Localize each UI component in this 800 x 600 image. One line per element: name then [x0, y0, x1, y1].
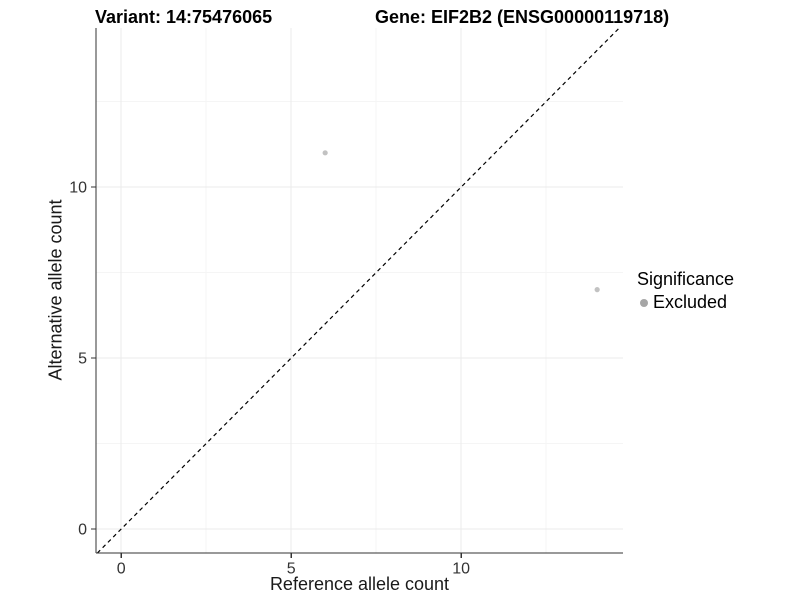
y-tick-label: 5	[78, 351, 87, 368]
plot-title-gene: Gene: EIF2B2 (ENSG00000119718)	[375, 7, 670, 27]
x-tick-label: 0	[117, 560, 126, 577]
x-tick-label: 5	[287, 560, 296, 577]
legend-item-excluded: Excluded	[637, 292, 734, 313]
data-point	[322, 150, 328, 156]
x-axis-label: Reference allele count	[269, 574, 450, 594]
legend-dot-icon	[640, 298, 648, 307]
plot-title-variant: Variant: 14:75476065	[95, 7, 273, 27]
y-axis-label: Alternative allele count	[45, 199, 66, 381]
legend-title: Significance	[637, 269, 735, 289]
x-tick-label: 10	[452, 560, 470, 577]
y-tick-label: 0	[78, 522, 87, 539]
legend-item-label: Excluded	[653, 292, 728, 312]
identity-reference-line	[96, 27, 620, 554]
y-tick-label: 10	[69, 180, 87, 197]
legend: Significance Excluded	[637, 269, 734, 313]
data-point	[594, 287, 600, 293]
